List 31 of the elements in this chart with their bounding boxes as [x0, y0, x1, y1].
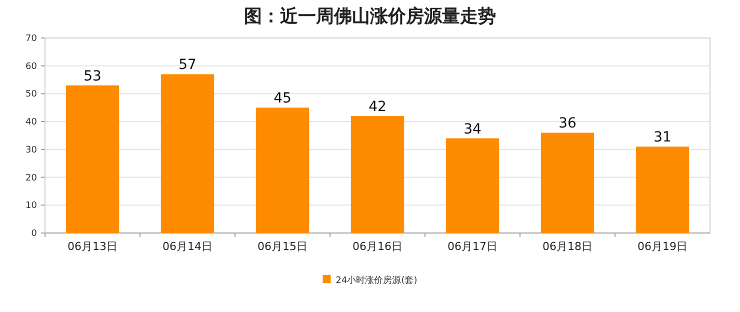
bar: [446, 138, 500, 233]
x-tick-label: 06月17日: [448, 240, 498, 253]
y-tick-label: 70: [26, 34, 38, 44]
data-label: 36: [558, 116, 576, 132]
data-label: 53: [84, 68, 102, 84]
chart-title: 图：近一周佛山涨价房源量走势: [244, 6, 496, 27]
bar: [350, 116, 404, 233]
y-tick-label: 30: [26, 145, 38, 156]
y-tick-label: 0: [31, 229, 38, 239]
data-label: 45: [274, 90, 292, 107]
bar: [66, 85, 120, 233]
y-tick-label: 60: [26, 62, 38, 72]
y-tick-label: 50: [26, 90, 38, 100]
x-tick-label: 06月15日: [258, 240, 308, 253]
y-tick-label: 20: [26, 173, 38, 184]
data-label: 34: [464, 121, 482, 138]
x-tick-label: 06月13日: [68, 240, 118, 253]
bar: [636, 146, 690, 233]
x-tick-label: 06月16日: [352, 240, 402, 253]
data-label: 57: [178, 57, 196, 74]
data-label: 31: [654, 130, 672, 146]
y-tick-label: 10: [26, 201, 38, 212]
bar: [540, 132, 594, 233]
bar: [160, 74, 214, 233]
y-tick-label: 40: [26, 118, 38, 128]
legend-label: 24小时涨价房源(套): [336, 275, 418, 286]
bar: [256, 108, 310, 233]
x-tick-label: 06月18日: [542, 240, 592, 253]
data-label: 42: [368, 99, 386, 115]
x-tick-label: 06月19日: [638, 240, 688, 253]
x-tick-label: 06月14日: [162, 240, 212, 253]
